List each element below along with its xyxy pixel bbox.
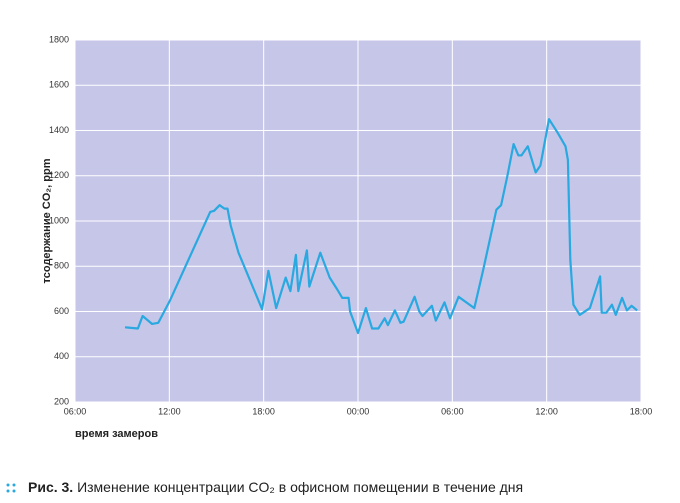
caption-icon xyxy=(6,483,16,493)
y-tick-label: 1600 xyxy=(49,80,69,90)
y-tick-label: 800 xyxy=(54,261,69,271)
y-tick-label: 1400 xyxy=(49,125,69,135)
y-tick-label: 1200 xyxy=(49,170,69,180)
x-tick-label: 06:00 xyxy=(441,406,464,416)
y-tick-label: 200 xyxy=(54,396,69,406)
y-tick-label: 600 xyxy=(54,306,69,316)
x-tick-label: 18:00 xyxy=(252,406,275,416)
data-line xyxy=(124,118,638,335)
x-axis-label: время замеров xyxy=(75,428,158,440)
x-tick-label: 12:00 xyxy=(158,406,181,416)
y-axis-label: тсодержание CO₂, ppm xyxy=(41,158,53,283)
x-tick-label: 06:00 xyxy=(64,406,87,416)
y-tick-label: 1000 xyxy=(49,215,69,225)
caption: Рис. 3. Изменение концентрации CO₂ в офи… xyxy=(28,479,523,495)
caption-label: Рис. 3. xyxy=(28,479,73,495)
x-tick-label: 00:00 xyxy=(347,406,370,416)
y-tick-label: 400 xyxy=(54,351,69,361)
caption-text: Изменение концентрации CO₂ в офисном пом… xyxy=(77,479,523,495)
y-tick-label: 1800 xyxy=(49,34,69,44)
x-tick-label: 18:00 xyxy=(630,406,653,416)
x-tick-label: 12:00 xyxy=(535,406,558,416)
